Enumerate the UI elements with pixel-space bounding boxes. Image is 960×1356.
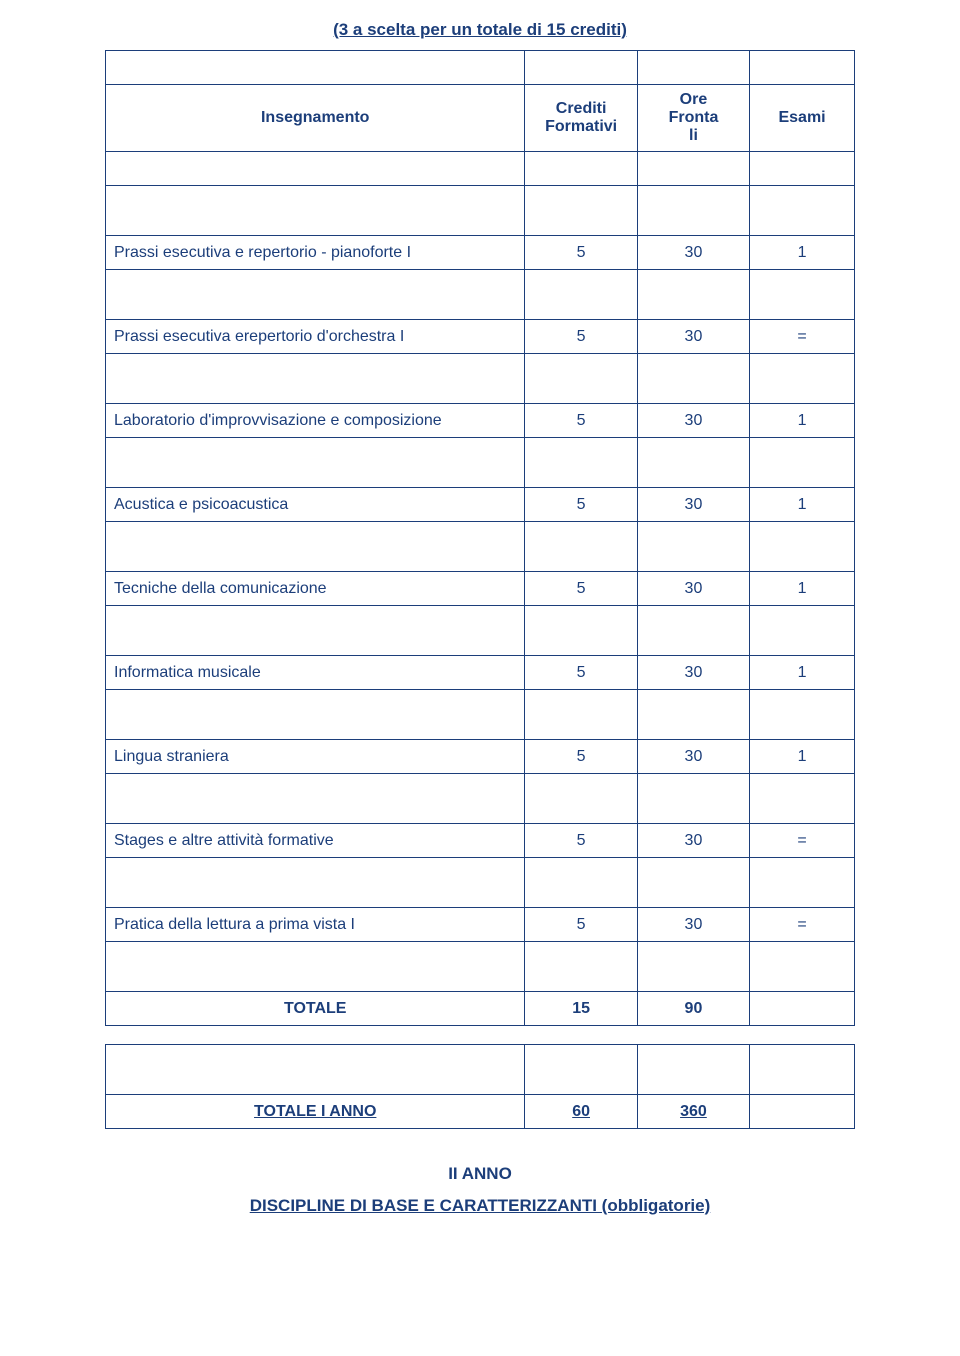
section-title: (3 a scelta per un totale di 15 crediti) [105, 20, 855, 40]
page-container: (3 a scelta per un totale di 15 crediti)… [0, 0, 960, 1236]
row-c2: 30 [637, 404, 749, 438]
row-c3: = [750, 824, 855, 858]
table-row: Pratica della lettura a prima vista I 5 … [106, 908, 855, 942]
totale-c3 [750, 992, 855, 1026]
spacer-row [106, 354, 855, 404]
totale-anno-row: TOTALE I ANNO 60 360 [106, 1095, 855, 1129]
row-c2: 30 [637, 824, 749, 858]
table-row: Laboratorio d'improvvisazione e composiz… [106, 404, 855, 438]
spacer-row [106, 942, 855, 992]
row-c1: 5 [525, 572, 637, 606]
row-name: Prassi esecutiva e repertorio - pianofor… [106, 236, 525, 270]
totale-anno-c1: 60 [525, 1095, 637, 1129]
table-row: Prassi esecutiva erepertorio d'orchestra… [106, 320, 855, 354]
spacer-row [106, 522, 855, 572]
year-title: II ANNO [105, 1164, 855, 1184]
totale-anno-table: TOTALE I ANNO 60 360 [105, 1044, 855, 1129]
table-row: Acustica e psicoacustica 5 30 1 [106, 488, 855, 522]
row-c2: 30 [637, 320, 749, 354]
totale-c1: 15 [525, 992, 637, 1026]
row-c1: 5 [525, 908, 637, 942]
row-c3: 1 [750, 488, 855, 522]
row-name: Prassi esecutiva erepertorio d'orchestra… [106, 320, 525, 354]
totale-anno-c2: 360 [637, 1095, 749, 1129]
totale-c2: 90 [637, 992, 749, 1026]
totale-row: TOTALE 15 90 [106, 992, 855, 1026]
row-name: Laboratorio d'improvvisazione e composiz… [106, 404, 525, 438]
row-name: Stages e altre attività formative [106, 824, 525, 858]
spacer-row [106, 858, 855, 908]
discipline-title: DISCIPLINE DI BASE E CARATTERIZZANTI (ob… [105, 1196, 855, 1216]
row-c3: = [750, 908, 855, 942]
totale-anno-c3 [750, 1095, 855, 1129]
row-c3: 1 [750, 572, 855, 606]
row-c3: 1 [750, 404, 855, 438]
row-name: Lingua straniera [106, 740, 525, 774]
row-c1: 5 [525, 320, 637, 354]
table-row: Prassi esecutiva e repertorio - pianofor… [106, 236, 855, 270]
spacer-row [106, 270, 855, 320]
empty-row [106, 51, 855, 85]
row-c2: 30 [637, 656, 749, 690]
row-c1: 5 [525, 824, 637, 858]
table-row: Tecniche della comunicazione 5 30 1 [106, 572, 855, 606]
row-c2: 30 [637, 572, 749, 606]
spacer-row [106, 606, 855, 656]
table-gap [105, 1026, 855, 1044]
row-c1: 5 [525, 236, 637, 270]
row-name: Tecniche della comunicazione [106, 572, 525, 606]
table-row: Lingua straniera 5 30 1 [106, 740, 855, 774]
row-c1: 5 [525, 404, 637, 438]
row-c1: 5 [525, 740, 637, 774]
table-row: Informatica musicale 5 30 1 [106, 656, 855, 690]
main-table-1: Insegnamento Crediti Formativi Ore Front… [105, 50, 855, 1026]
row-name: Pratica della lettura a prima vista I [106, 908, 525, 942]
empty-row [106, 152, 855, 186]
spacer-row [106, 186, 855, 236]
header-name: Insegnamento [106, 85, 525, 152]
row-c1: 5 [525, 488, 637, 522]
header-crediti: Crediti Formativi [525, 85, 637, 152]
row-name: Informatica musicale [106, 656, 525, 690]
spacer-row [106, 438, 855, 488]
row-c2: 30 [637, 488, 749, 522]
row-name: Acustica e psicoacustica [106, 488, 525, 522]
row-c2: 30 [637, 740, 749, 774]
row-c3: 1 [750, 740, 855, 774]
header-ore: Ore Fronta li [637, 85, 749, 152]
row-c2: 30 [637, 908, 749, 942]
header-row: Insegnamento Crediti Formativi Ore Front… [106, 85, 855, 152]
row-c1: 5 [525, 656, 637, 690]
spacer-row [106, 690, 855, 740]
totale-name: TOTALE [106, 992, 525, 1026]
row-c2: 30 [637, 236, 749, 270]
row-c3: = [750, 320, 855, 354]
row-c3: 1 [750, 656, 855, 690]
spacer-row [106, 1045, 855, 1095]
table-row: Stages e altre attività formative 5 30 = [106, 824, 855, 858]
spacer-row [106, 774, 855, 824]
header-esami: Esami [750, 85, 855, 152]
row-c3: 1 [750, 236, 855, 270]
footer-section: II ANNO DISCIPLINE DI BASE E CARATTERIZZ… [105, 1164, 855, 1216]
totale-anno-name: TOTALE I ANNO [106, 1095, 525, 1129]
